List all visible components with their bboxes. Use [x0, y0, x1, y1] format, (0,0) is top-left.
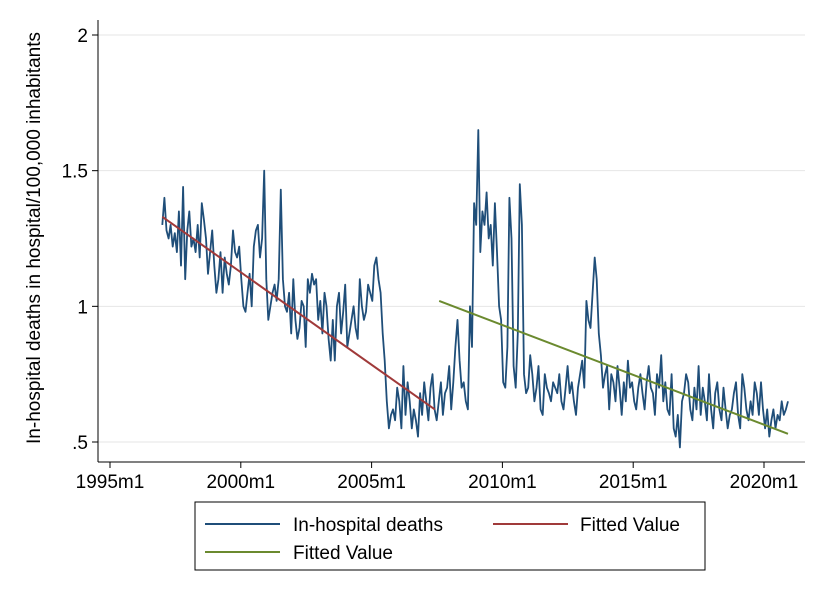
- axes: [97, 20, 805, 463]
- x-tick-label: 1995m1: [76, 472, 145, 493]
- x-tick-label: 2010m1: [468, 472, 537, 493]
- series-layer: [161, 129, 789, 449]
- x-tick-label: 2020m1: [730, 472, 799, 493]
- x-tick-label: 2000m1: [206, 472, 275, 493]
- legend: In-hospital deaths Fitted Value Fitted V…: [194, 501, 706, 571]
- legend-label-fit1: Fitted Value: [580, 515, 680, 536]
- y-tick-label: .5: [72, 433, 88, 454]
- x-axis-ticks: 1995m1 2000m1 2005m1 2010m1 2015m1 2020m1: [76, 462, 799, 493]
- y-axis-ticks: 21.51.5: [62, 26, 98, 454]
- series-fitted-1: [161, 215, 436, 411]
- legend-box: [194, 501, 706, 571]
- y-tick-label: 1: [77, 297, 88, 318]
- x-tick-label: 2005m1: [337, 472, 406, 493]
- y-tick-label: 1.5: [62, 162, 88, 183]
- series-fitted-2: [438, 299, 789, 435]
- y-tick-label: 2: [77, 26, 88, 47]
- legend-label-fit2: Fitted Value: [293, 543, 393, 564]
- x-tick-label: 2015m1: [599, 472, 668, 493]
- legend-label-deaths: In-hospital deaths: [293, 515, 443, 536]
- y-axis-label: In-hospital deaths in hospital/100,000 i…: [24, 32, 45, 444]
